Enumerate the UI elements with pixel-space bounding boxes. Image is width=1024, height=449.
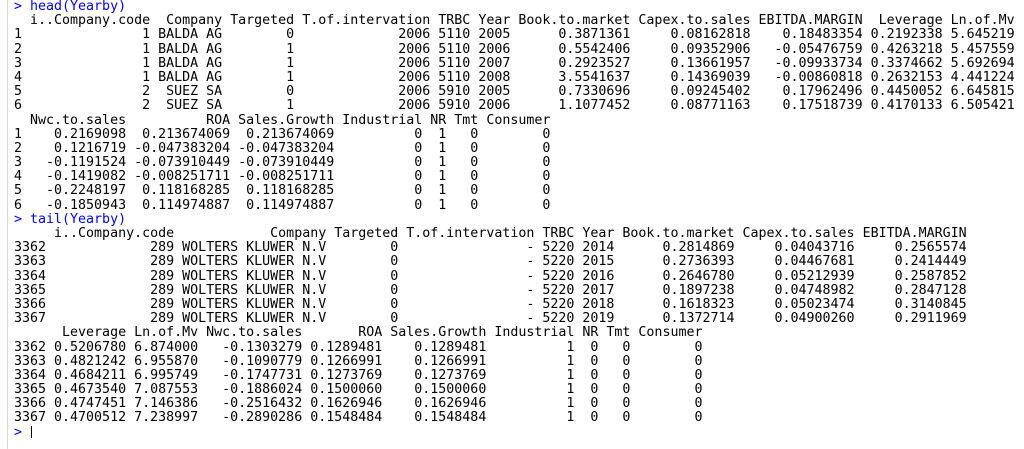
text-cursor [31,425,33,438]
console-output-line: 3367 0.4700512 7.238997 -0.2890286 0.154… [14,410,703,426]
console-output-line: 4 -0.1419082 -0.008251711 -0.008251711 0… [14,169,551,185]
console-output-line: 1 0.2169098 0.213674069 0.213674069 0 1 … [14,126,551,142]
console-output-line: 1 1 BALDA AG 0 2006 5110 2005 0.3871361 … [14,27,1015,43]
console-prompt-input[interactable]: > [14,424,1015,440]
console-output-line: 3362 289 WOLTERS KLUWER N.V 0 - 5220 201… [14,240,967,256]
console-output-line: 6 -0.1850943 0.114974887 0.114974887 0 1… [14,197,551,213]
console-command: > head(Yearby) [14,0,127,14]
prompt-symbol: > [14,424,31,440]
console-output-line: 3363 289 WOLTERS KLUWER N.V 0 - 5220 201… [14,254,967,270]
console-output-line: 3366 289 WOLTERS KLUWER N.V 0 - 5220 201… [14,296,967,312]
r-console[interactable]: > head(Yearby) i..Company.code Company T… [14,0,1015,440]
console-left-border [7,0,8,449]
console-output-line: 2 1 BALDA AG 1 2006 5110 2006 0.5542406 … [14,41,1015,57]
console-output-line: 3365 0.4673540 7.087553 -0.1886024 0.150… [14,382,703,398]
console-output-line: 3363 0.4821242 6.955870 -0.1090779 0.126… [14,353,703,369]
console-output-line: Leverage Ln.of.Mv Nwc.to.sales ROA Sales… [14,325,703,341]
console-output-line: 3362 0.5206780 6.874000 -0.1303279 0.128… [14,339,703,355]
console-output-line: 3365 289 WOLTERS KLUWER N.V 0 - 5220 201… [14,282,967,298]
console-output-line: 3 -0.1191524 -0.073910449 -0.073910449 0… [14,155,551,171]
console-output-line: i..Company.code Company Targeted T.of.in… [14,226,967,241]
console-output-line: 5 -0.2248197 0.118168285 0.118168285 0 1… [14,183,551,199]
console-output-line: 3364 0.4684211 6.995749 -0.1747731 0.127… [14,367,703,383]
console-command: > tail(Yearby) [14,211,127,227]
console-output-line: 3364 289 WOLTERS KLUWER N.V 0 - 5220 201… [14,268,967,284]
console-output-line: 4 1 BALDA AG 1 2006 5110 2008 3.5541637 … [14,69,1015,85]
console-output-line: 3 1 BALDA AG 1 2006 5110 2007 0.2923527 … [14,55,1015,71]
console-output-line: 3367 289 WOLTERS KLUWER N.V 0 - 5220 201… [14,311,967,327]
console-output-line: 6 2 SUEZ SA 1 2006 5910 2006 1.1077452 0… [14,98,1015,114]
console-output-line: 2 0.1216719 -0.047383204 -0.047383204 0 … [14,140,551,156]
console-output-line: i..Company.code Company Targeted T.of.in… [14,13,1015,29]
console-output-line: Nwc.to.sales ROA Sales.Growth Industrial… [14,112,551,128]
console-output-line: 3366 0.4747451 7.146386 -0.2516432 0.162… [14,396,703,412]
console-output-line: 5 2 SUEZ SA 0 2006 5910 2005 0.7330696 0… [14,84,1015,100]
